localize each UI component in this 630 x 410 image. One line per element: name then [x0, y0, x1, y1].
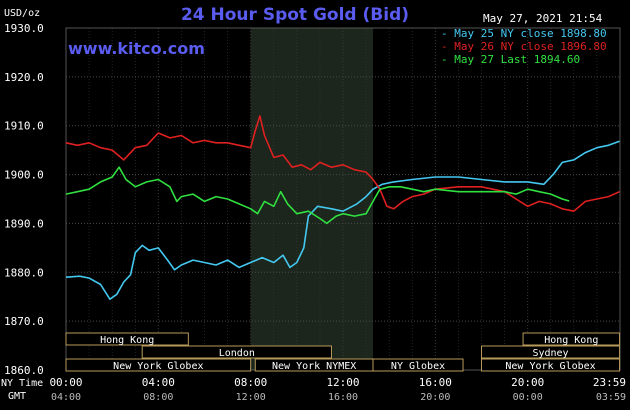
x-tick-ny: 00:00 — [49, 376, 82, 389]
x-tick-ny: 23:59 — [593, 376, 626, 389]
x-tick-gmt: 00:00 — [513, 392, 543, 403]
x-tick-ny: 08:00 — [234, 376, 267, 389]
series-line — [65, 115, 620, 212]
x-tick-gmt: 08:00 — [143, 392, 173, 403]
chart-title: 24 Hour Spot Gold (Bid) — [181, 5, 409, 25]
y-tick-label: 1880.0 — [4, 266, 44, 279]
session-label: Hong Kong — [544, 335, 598, 346]
y-tick-label: 1870.0 — [4, 315, 44, 328]
y-tick-label: 1920.0 — [4, 71, 44, 84]
legend: - May 25 NY close 1898.80- May 26 NY clo… — [441, 27, 607, 66]
session-label: New York NYMEX — [272, 361, 356, 372]
session-label: London — [219, 348, 255, 359]
session-label: New York Globex — [113, 361, 203, 372]
y-tick-label: 1930.0 — [4, 22, 44, 35]
y-axis-label: USD/oz — [4, 8, 40, 19]
series-line — [65, 140, 620, 300]
session-bar — [372, 358, 464, 372]
x-tick-ny: 12:00 — [326, 376, 359, 389]
y-axis-ticks: 1860.0 1870.0 1880.0 1890.0 1900.0 1910.0 1920… — [4, 22, 44, 377]
legend-entry: - May 26 NY close 1896.80 — [441, 40, 607, 53]
session-bar — [522, 332, 621, 346]
y-tick-label: 1860.0 — [4, 364, 44, 377]
gmt-row-label: GMT — [8, 391, 26, 402]
legend-entry: - May 25 NY close 1898.80 — [441, 27, 607, 40]
session-bar — [65, 332, 189, 346]
market-sessions: Hong Kong Hong Kong London Sydney New York G… — [65, 332, 621, 372]
timestamp: May 27, 2021 21:54 — [483, 12, 603, 25]
series-lines — [65, 115, 620, 300]
x-tick-ny: 16:00 — [419, 376, 452, 389]
session-bar — [481, 345, 621, 359]
session-label: Sydney — [532, 348, 568, 359]
y-tick-label: 1890.0 — [4, 217, 44, 230]
session-bar — [481, 358, 621, 372]
x-tick-gmt: 04:00 — [51, 392, 81, 403]
nymex-band — [250, 28, 374, 370]
x-tick-ny: 20:00 — [511, 376, 544, 389]
x-axis-ticks: NY Time GMT 00:00 04:00 04:00 08:00 08:00 12:00… — [1, 376, 626, 403]
session-bar — [65, 358, 252, 372]
x-tick-gmt: 03:59 — [596, 392, 626, 403]
session-label: New York Globex — [505, 361, 595, 372]
nymex-session-highlight — [250, 28, 374, 370]
session-label: NY Globex — [391, 361, 445, 372]
x-tick-gmt: 16:00 — [328, 392, 358, 403]
session-label: Hong Kong — [100, 335, 154, 346]
ny-time-row-label: NY Time — [1, 378, 43, 389]
x-tick-gmt: 12:00 — [236, 392, 266, 403]
y-tick-label: 1910.0 — [4, 120, 44, 133]
watermark: www.kitco.com — [68, 39, 205, 58]
y-tick-label: 1900.0 — [4, 169, 44, 182]
x-tick-ny: 04:00 — [142, 376, 175, 389]
x-tick-gmt: 20:00 — [420, 392, 450, 403]
legend-entry: - May 27 Last 1894.60 — [441, 53, 580, 66]
series-line — [65, 166, 570, 225]
grid — [65, 27, 621, 371]
session-bar — [141, 345, 332, 359]
